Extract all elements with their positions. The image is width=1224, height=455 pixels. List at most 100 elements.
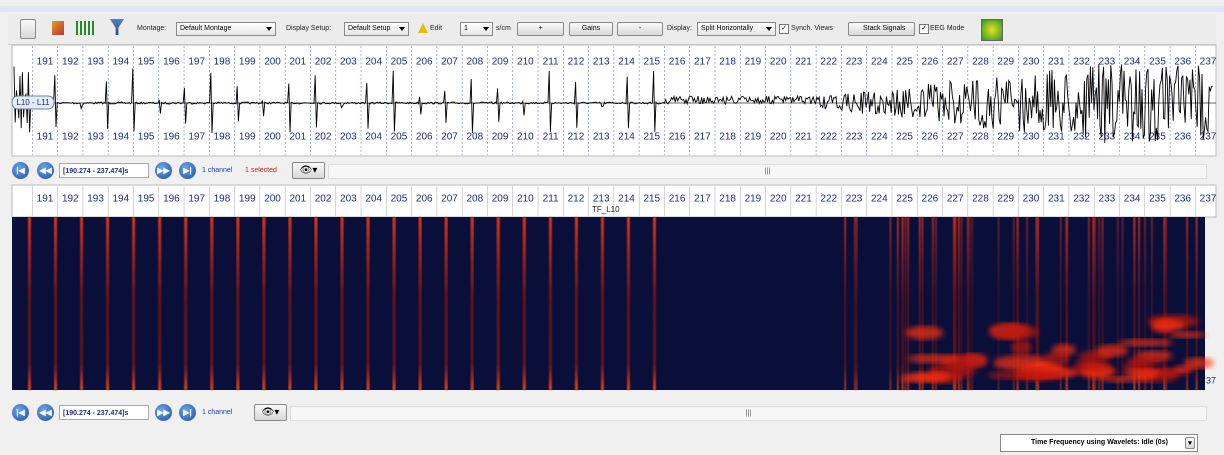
- streak: [1138, 217, 1141, 390]
- streak: [853, 217, 856, 390]
- blob: [1014, 367, 1063, 382]
- time-tick-label: 236: [1174, 194, 1191, 205]
- next-button[interactable]: ▶▶: [155, 404, 172, 421]
- time-tick-label: 199: [239, 132, 256, 143]
- streak: [1133, 217, 1136, 390]
- streak: [496, 217, 500, 390]
- edit-menu[interactable]: Edit: [430, 25, 443, 32]
- time-range[interactable]: [190.274 - 237.474]s: [59, 163, 149, 178]
- blob: [993, 355, 1053, 371]
- streak: [904, 217, 907, 390]
- time-tick-label: 208: [466, 57, 483, 68]
- streak: [971, 217, 974, 390]
- time-tick-label: 224: [871, 132, 888, 143]
- time-tick-label: 191: [37, 57, 54, 68]
- time-tick-label: 212: [568, 57, 585, 68]
- synch-label: Synch. Views: [791, 25, 833, 32]
- status-box[interactable]: Time Frequency using Wavelets: Idle (0s)…: [1000, 434, 1198, 452]
- time-tick-label: 197: [188, 194, 205, 205]
- time-tick-label: 207: [441, 194, 458, 205]
- first-button[interactable]: |◀: [12, 162, 29, 179]
- status-dropdown[interactable]: ▾: [1185, 437, 1195, 449]
- time-tick-label: 213: [593, 194, 610, 205]
- time-tick-label: 200: [264, 132, 281, 143]
- time-tick-label: 215: [643, 57, 660, 68]
- scale-select[interactable]: 1: [460, 22, 493, 36]
- streak: [1035, 217, 1038, 390]
- streak: [470, 217, 474, 390]
- streak: [1165, 217, 1168, 390]
- time-tick-label: 228: [972, 57, 989, 68]
- blob: [1011, 340, 1032, 356]
- time-tick-label: 191: [37, 194, 54, 205]
- streak: [1144, 217, 1147, 390]
- time-tick-label: 220: [770, 132, 787, 143]
- time-tick-label: 217: [694, 194, 711, 205]
- signal-icon[interactable]: [76, 21, 96, 35]
- streak: [1101, 217, 1104, 390]
- map-icon[interactable]: [981, 19, 1003, 41]
- time-tick-label: 204: [365, 132, 382, 143]
- plus-button[interactable]: +: [517, 22, 564, 36]
- time-tick-label: 218: [719, 194, 736, 205]
- prev-button[interactable]: ◀◀: [37, 162, 54, 179]
- montage-select[interactable]: Default Montage: [176, 22, 276, 36]
- stack-signals-button[interactable]: Stack Signals: [848, 22, 915, 36]
- time-tick-label: 192: [62, 57, 79, 68]
- time-tick-label: 215: [643, 194, 660, 205]
- streak: [574, 217, 578, 390]
- time-tick-label: 209: [492, 57, 509, 68]
- time-tick-label: 208: [466, 194, 483, 205]
- minus-button[interactable]: -: [617, 22, 663, 36]
- gains-button[interactable]: Gains: [569, 22, 613, 36]
- time-tick-label: 223: [846, 57, 863, 68]
- time-tick-label: 210: [517, 194, 534, 205]
- time-tick-label: 197: [188, 132, 205, 143]
- streak: [548, 217, 552, 390]
- time-tick-label: 230: [1023, 194, 1040, 205]
- time-tick-label: 195: [138, 194, 155, 205]
- display-setup-select[interactable]: Default Setup: [344, 22, 409, 36]
- edit-icon[interactable]: [52, 21, 64, 35]
- streak: [262, 217, 266, 390]
- streak: [957, 217, 960, 390]
- time-tick-label: 229: [997, 132, 1014, 143]
- next-button[interactable]: ▶▶: [155, 162, 172, 179]
- time-tick-label: 196: [163, 194, 180, 205]
- last-button[interactable]: ▶|: [179, 162, 196, 179]
- prev-button[interactable]: ◀◀: [37, 404, 54, 421]
- streak: [652, 217, 656, 390]
- time-tick-label: 219: [745, 132, 762, 143]
- time-tick-label: 223: [846, 194, 863, 205]
- streak: [54, 217, 58, 390]
- time-tick-label: 217: [694, 132, 711, 143]
- time-tick-label: 203: [340, 132, 357, 143]
- time-tick-label: 203: [340, 57, 357, 68]
- time-tick-label: 232: [1073, 194, 1090, 205]
- view-button[interactable]: 👁▾: [292, 162, 325, 179]
- scrollbar[interactable]: |||: [290, 406, 1207, 421]
- streak: [392, 217, 396, 390]
- scale-unit: s/cm: [496, 25, 511, 32]
- synch-checkbox[interactable]: ✓: [779, 24, 789, 34]
- view-button[interactable]: 👁▾: [254, 404, 287, 421]
- last-button[interactable]: ▶|: [179, 404, 196, 421]
- time-tick-label: 207: [441, 57, 458, 68]
- scrollbar[interactable]: |||: [328, 164, 1207, 179]
- time-tick-label: 214: [618, 57, 635, 68]
- warning-icon: [418, 23, 428, 33]
- tf-ticks: 191 192 193 194 195 196 197 198 199 200 201 202 203 2…: [32, 186, 1217, 216]
- first-button[interactable]: |◀: [12, 404, 29, 421]
- time-tick-label: 194: [113, 194, 130, 205]
- channel-box: [11, 95, 55, 110]
- time-tick-label: 231: [1048, 57, 1065, 68]
- toolbar: Montage: Default Montage Display Setup: …: [8, 14, 1216, 45]
- time-tick-label: 227: [947, 57, 964, 68]
- display-select[interactable]: Split Horizontally: [697, 22, 776, 36]
- time-tick-label: 236: [1174, 132, 1191, 143]
- eeg-checkbox[interactable]: ✓: [919, 24, 929, 34]
- time-tick-label: 192: [62, 194, 79, 205]
- time-range[interactable]: [190.274 - 237.474]s: [59, 405, 149, 420]
- icon-button[interactable]: [20, 19, 36, 39]
- time-tick-label: 200: [264, 194, 281, 205]
